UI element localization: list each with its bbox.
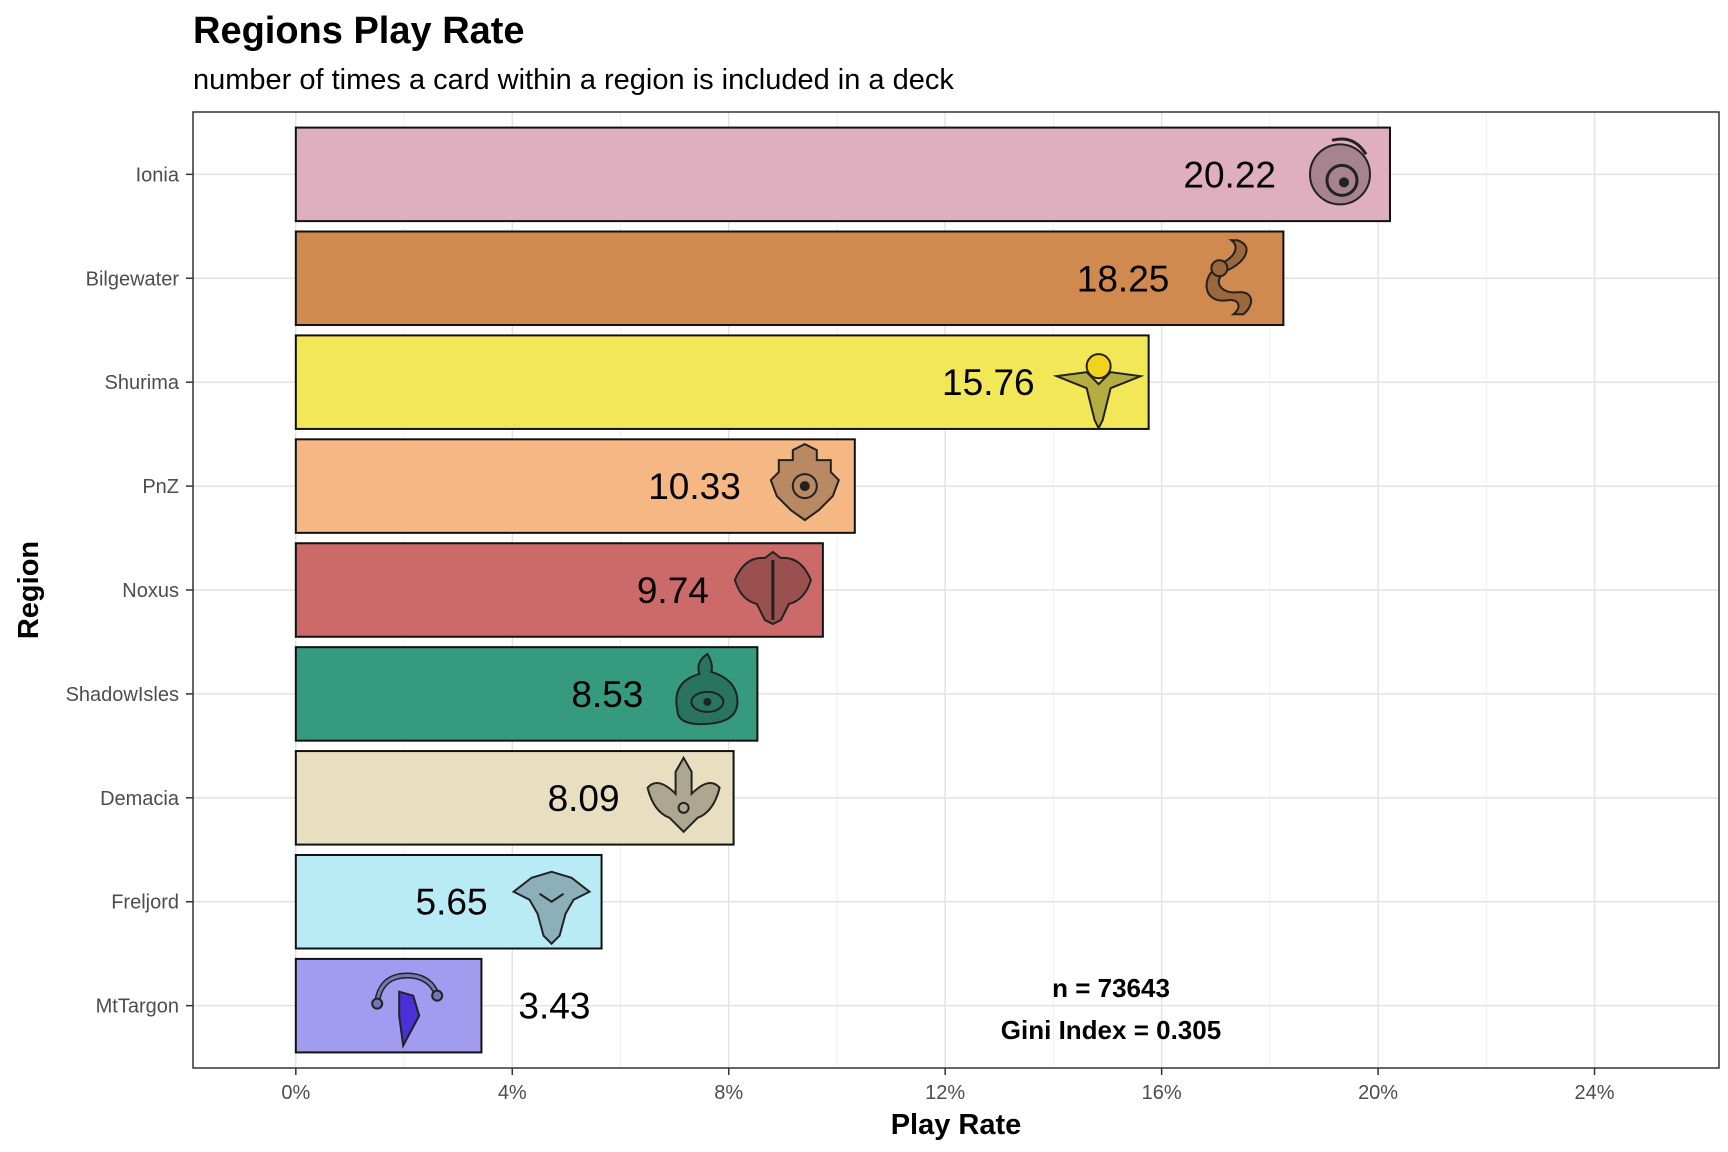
x-tick-label: 4% xyxy=(498,1082,527,1104)
value-label: 3.43 xyxy=(518,986,590,1027)
bar-noxus xyxy=(294,542,824,638)
chart-title: Regions Play Rate xyxy=(193,10,525,52)
chart-subtitle: number of times a card within a region i… xyxy=(193,64,954,96)
bar-pnz xyxy=(294,438,856,534)
freljord-icon xyxy=(511,870,592,946)
region-icons xyxy=(371,137,1371,1049)
value-label: 15.76 xyxy=(942,362,1035,403)
bar-bilgewater xyxy=(294,230,1285,327)
mttargon-icon xyxy=(371,972,444,1049)
value-label: 9.74 xyxy=(637,570,709,611)
value-labels: 20.22 18.25 15.76 10.33 9.74 8.53 8.09 5.65 3.43 xyxy=(416,154,1276,1026)
gini-index-note: Gini Index = 0.305 xyxy=(1001,1015,1221,1045)
x-axis: 0% 4% 8% 12% 16% 20% 24% xyxy=(281,1068,1615,1104)
y-tick-label: Shurima xyxy=(105,372,180,394)
bilgewater-icon xyxy=(1205,239,1252,316)
x-tick-label: 8% xyxy=(714,1082,743,1104)
value-label: 8.09 xyxy=(548,778,620,819)
y-tick-label: ShadowIsles xyxy=(66,684,179,706)
shurima-icon xyxy=(1052,353,1145,431)
shadowisles-icon xyxy=(675,652,739,726)
y-tick-label: Freljord xyxy=(111,892,179,914)
x-axis-title: Play Rate xyxy=(891,1109,1022,1141)
bars xyxy=(294,126,1391,1054)
value-label: 5.65 xyxy=(416,882,488,923)
ionia-icon xyxy=(1308,137,1371,206)
bar-mttargon xyxy=(294,957,483,1054)
noxus-icon xyxy=(733,550,812,626)
y-tick-label: Ionia xyxy=(136,164,180,186)
x-tick-label: 0% xyxy=(281,1082,310,1104)
y-axis: Ionia Bilgewater Shurima PnZ Noxus ShadowIsle… xyxy=(66,164,193,1018)
value-label: 20.22 xyxy=(1183,154,1276,195)
bar-shurima xyxy=(294,334,1150,430)
y-tick-label: Bilgewater xyxy=(86,268,180,290)
y-tick-label: Noxus xyxy=(122,580,179,602)
y-tick-label: Demacia xyxy=(100,788,180,810)
x-tick-label: 16% xyxy=(1142,1082,1182,1104)
x-tick-label: 12% xyxy=(925,1082,965,1104)
y-tick-label: PnZ xyxy=(142,476,179,498)
x-tick-label: 20% xyxy=(1358,1082,1398,1104)
y-axis-title: Region xyxy=(13,541,45,639)
value-label: 8.53 xyxy=(571,674,643,715)
y-tick-label: MtTargon xyxy=(96,996,179,1018)
demacia-icon xyxy=(646,755,721,834)
value-label: 10.33 xyxy=(648,466,741,507)
value-label: 18.25 xyxy=(1077,258,1170,299)
pnz-icon xyxy=(769,442,840,522)
bar-ionia xyxy=(294,126,1391,223)
x-tick-label: 24% xyxy=(1575,1082,1615,1104)
sample-size-note: n = 73643 xyxy=(1052,973,1170,1003)
